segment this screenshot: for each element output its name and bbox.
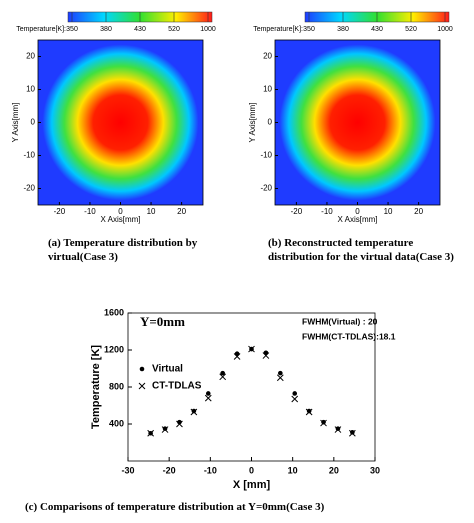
point — [350, 430, 355, 435]
point — [306, 408, 312, 414]
x-tick-label: -20 — [54, 207, 66, 216]
x-tick-label: -20 — [163, 465, 176, 475]
x-tick-label: 0 — [118, 207, 123, 216]
y-tick-label: -20 — [23, 184, 35, 193]
colorbar-label: Temperature[K]: — [253, 26, 303, 33]
x-tick-label: 10 — [384, 207, 393, 216]
point — [161, 426, 169, 433]
point — [248, 345, 255, 353]
y-tick-label: 0 — [268, 118, 273, 127]
legend-marker — [138, 382, 146, 390]
y-tick-label: 10 — [26, 85, 35, 94]
x-axis-label: X Axis[mm] — [100, 215, 140, 224]
y-tick-label: 1600 — [104, 307, 124, 317]
colorbar-tick-label: 520 — [405, 26, 417, 33]
annotation: FWHM(CT-TDLAS):18.1 — [302, 331, 396, 341]
caption: (c) Comparisons of temperature distribut… — [25, 501, 325, 513]
x-tick-label: -10 — [321, 207, 333, 216]
y-tick-label: 10 — [263, 85, 272, 94]
point — [291, 395, 299, 403]
legend-label: CT-TDLAS — [152, 381, 202, 392]
x-tick-label: 0 — [249, 465, 254, 475]
point — [147, 429, 154, 437]
colorbar-tick-label: 380 — [100, 26, 112, 33]
point — [191, 408, 197, 414]
y-axis-label: Y Axis[mm] — [248, 103, 257, 143]
x-tick-label: 30 — [370, 465, 380, 475]
y-tick-label: 1200 — [104, 344, 124, 354]
point — [305, 408, 313, 416]
point — [205, 391, 211, 396]
x-axis-label: X Axis[mm] — [337, 215, 377, 224]
caption: (b) Reconstructed temperature distributi… — [268, 237, 454, 263]
y-tick-label: 0 — [31, 118, 36, 127]
x-tick-label: 20 — [414, 207, 423, 216]
y-tick-label: 20 — [26, 52, 35, 61]
point — [321, 419, 326, 425]
legend-label: Virtual — [152, 364, 183, 375]
point — [219, 373, 227, 381]
point — [292, 391, 298, 396]
point — [190, 408, 198, 416]
x-tick-label: -30 — [121, 465, 134, 475]
colorbar-tick-label: 380 — [337, 26, 349, 33]
colorbar-tick-label: 1000 — [200, 26, 216, 33]
colorbar-tick-label: 350 — [303, 26, 315, 33]
x-tick-label: 10 — [147, 207, 156, 216]
point — [320, 419, 327, 427]
y-tick-label: -20 — [260, 184, 272, 193]
colorbar-label: Temperature[K]: — [16, 26, 66, 33]
point — [262, 352, 270, 359]
colorbar-tick-label: 1000 — [437, 26, 453, 33]
x-tick-label: 10 — [288, 465, 298, 475]
y-axis-label: Y Axis[mm] — [11, 103, 20, 143]
y-tick-label: -10 — [260, 151, 272, 160]
x-tick-label: -10 — [204, 465, 217, 475]
point — [335, 426, 341, 431]
y-axis-label: Temperature [K] — [90, 345, 102, 429]
point — [204, 394, 212, 402]
colorbar-tick-label: 430 — [134, 26, 146, 33]
x-tick-label: 0 — [355, 207, 360, 216]
point — [276, 374, 284, 382]
colorbar-tick-label: 350 — [66, 26, 78, 33]
caption: (a) Temperature distribution by virtual(… — [48, 237, 198, 263]
y-tick-label: 400 — [109, 418, 124, 428]
point — [334, 426, 342, 433]
y-tick-label: 800 — [109, 381, 124, 391]
annotation: FWHM(Virtual) : 20 — [302, 316, 378, 326]
legend-marker — [139, 366, 145, 372]
heatmap-field — [279, 44, 436, 201]
point — [278, 370, 283, 376]
y-tick-label: 20 — [263, 52, 272, 61]
point — [162, 426, 168, 431]
x-tick-label: 20 — [177, 207, 186, 216]
colorbar-tick-label: 430 — [371, 26, 383, 33]
colorbar-tick-label: 520 — [168, 26, 180, 33]
heatmap-field — [42, 44, 199, 201]
point — [349, 429, 356, 437]
point — [233, 353, 241, 360]
x-tick-label: 20 — [329, 465, 339, 475]
x-tick-label: -20 — [291, 207, 303, 216]
y-tick-label: -10 — [23, 151, 35, 160]
x-tick-label: -10 — [84, 207, 96, 216]
point — [220, 370, 225, 376]
x-axis-label: X [mm] — [233, 479, 271, 491]
chart-title: Y=0mm — [140, 314, 185, 329]
point — [176, 420, 183, 428]
